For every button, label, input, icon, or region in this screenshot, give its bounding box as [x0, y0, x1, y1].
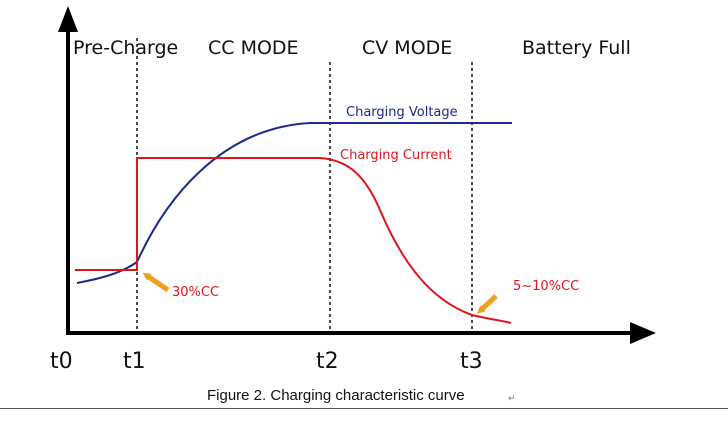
time-label-t1: t1: [123, 349, 146, 374]
page-rule: [0, 408, 728, 409]
x-axis-arrowhead: [630, 322, 656, 344]
phase-label-cc-mode: CC MODE: [208, 37, 299, 59]
precharge-arrow-icon: [142, 272, 170, 293]
phase-label-precharge: Pre-Charge: [73, 37, 178, 59]
phase-label-battery-full: Battery Full: [522, 37, 631, 59]
termination-arrow-icon: [477, 294, 498, 314]
charging-current-label: Charging Current: [340, 148, 452, 163]
charging-voltage-label: Charging Voltage: [346, 105, 458, 120]
precharge-current-annotation: 30%CC: [172, 285, 219, 300]
y-axis-arrowhead: [58, 6, 78, 32]
time-label-t2: t2: [316, 349, 339, 374]
figure-caption: Figure 2. Charging characteristic curve: [207, 387, 465, 404]
time-label-t0: t0: [50, 349, 73, 374]
charging-voltage-curve: [76, 122, 512, 284]
return-mark-icon: ↵: [508, 394, 516, 404]
time-label-t3: t3: [460, 349, 483, 374]
charging-current-curve: [75, 157, 512, 324]
phase-label-cv-mode: CV MODE: [362, 37, 452, 59]
termination-current-annotation: 5~10%CC: [513, 279, 579, 294]
